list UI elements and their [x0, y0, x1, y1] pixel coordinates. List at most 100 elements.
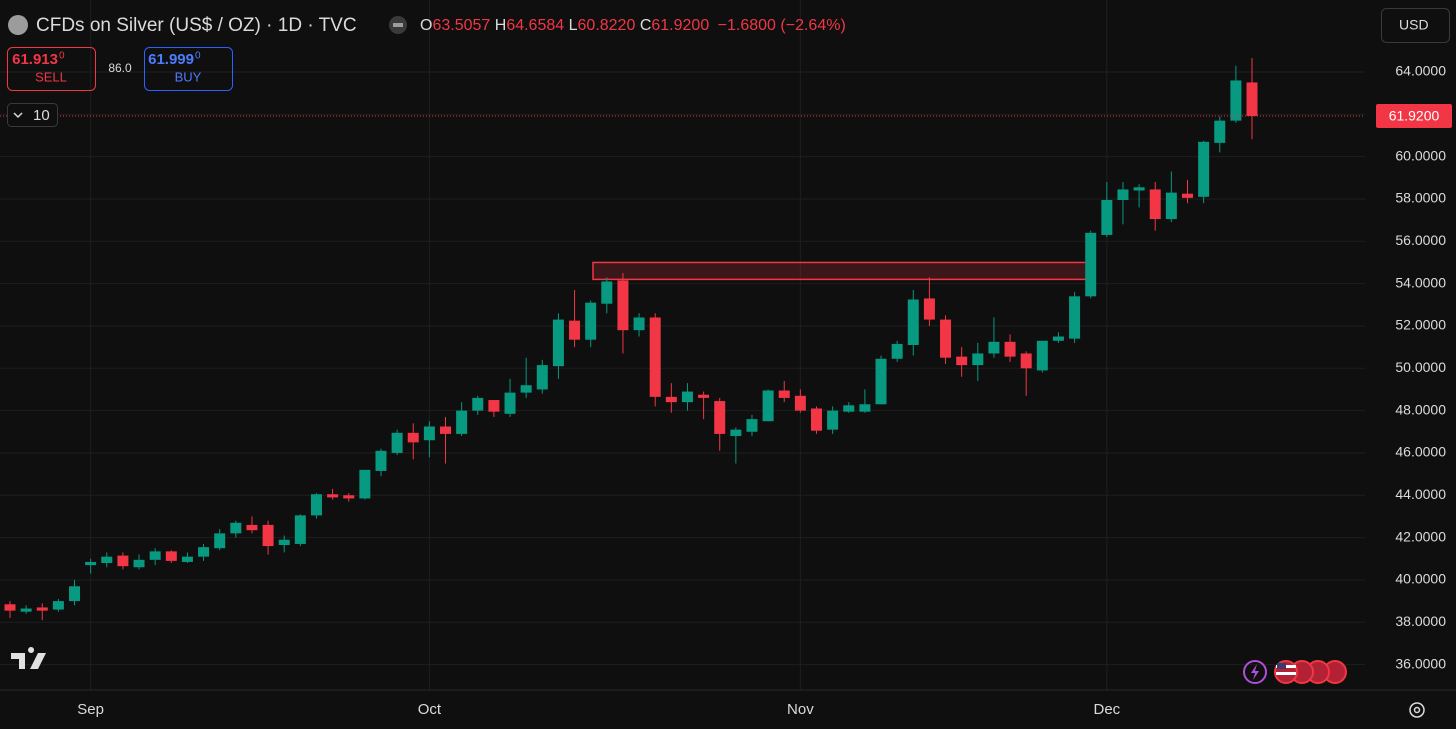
x-tick-label: Dec	[1093, 701, 1120, 718]
candle-body	[4, 604, 16, 611]
status-icon-bar	[393, 23, 403, 27]
candle-body	[778, 390, 790, 398]
candle-body	[1020, 353, 1032, 369]
buy-label: BUY	[175, 69, 202, 84]
candle-body	[649, 317, 661, 397]
sell-button[interactable]	[7, 47, 96, 91]
y-tick-label: 58.0000	[1395, 190, 1446, 206]
candle-body	[794, 395, 806, 411]
candle-body	[601, 281, 613, 304]
candle-body	[488, 400, 500, 412]
sell-price: 61.913	[12, 51, 58, 68]
candle-body	[278, 539, 290, 546]
last-price-badge	[1376, 103, 1452, 128]
candle-body	[375, 450, 387, 471]
buy-price-tail: 0	[195, 51, 201, 62]
candle-body	[940, 319, 952, 358]
o-label: O	[420, 17, 432, 34]
candle-body	[472, 397, 484, 411]
symbol-icon	[8, 15, 28, 35]
candle-body	[20, 608, 32, 612]
currency-button[interactable]	[1381, 8, 1450, 43]
y-tick-label: 48.0000	[1395, 401, 1446, 417]
settings-icon[interactable]	[1409, 702, 1425, 718]
candle-body	[875, 358, 887, 405]
candle-body	[907, 299, 919, 345]
quantity: 10	[33, 107, 50, 124]
candle-body	[310, 494, 322, 516]
candle-body	[36, 607, 48, 611]
buy-button[interactable]	[144, 47, 233, 91]
candle-body	[827, 410, 839, 430]
candle-body	[1181, 193, 1193, 198]
candle-body	[230, 522, 242, 534]
candle-body	[923, 298, 935, 320]
candle-body	[1052, 336, 1064, 341]
candle-body	[1117, 189, 1129, 201]
candle-body	[972, 353, 984, 366]
candle-body	[198, 547, 210, 557]
candle-body	[1230, 80, 1242, 121]
candle-body	[85, 561, 97, 566]
quantity-chevron	[13, 112, 23, 119]
candle-body	[1165, 192, 1177, 220]
plot	[0, 58, 1365, 621]
candle-body	[1004, 341, 1016, 357]
candle-body	[165, 551, 177, 561]
y-tick-label: 40.0000	[1395, 571, 1446, 587]
candle-body	[101, 556, 113, 564]
candle-body	[327, 494, 339, 498]
sell-label: SELL	[35, 69, 67, 84]
candle-body	[1085, 232, 1097, 297]
candle-body	[391, 432, 403, 453]
candle-body	[214, 533, 226, 549]
lightning-bolt	[1251, 664, 1259, 680]
candle-body	[617, 280, 629, 331]
flag-stripe	[1276, 672, 1296, 675]
y-tick-label: 36.0000	[1395, 655, 1446, 671]
h-label: H	[495, 17, 507, 34]
candle-body	[262, 524, 274, 547]
candle-body	[1214, 120, 1226, 143]
candle-body	[181, 556, 193, 562]
y-tick-label: 56.0000	[1395, 232, 1446, 248]
symbol-title: CFDs on Silver (US$ / OZ) · 1D · TVC	[36, 15, 357, 36]
x-tick-label: Oct	[418, 701, 442, 718]
candle-body	[681, 391, 693, 403]
candle-body	[633, 317, 645, 331]
candle-body	[891, 343, 903, 359]
o-value: 63.5057	[432, 17, 490, 34]
candle-body	[746, 419, 758, 432]
candle-body	[1133, 187, 1145, 191]
candle-body	[1198, 141, 1210, 197]
candle-body	[536, 365, 548, 390]
quantity-box[interactable]	[7, 103, 58, 127]
c-label: C	[640, 17, 652, 34]
candle-body	[440, 426, 452, 434]
y-tick-label: 60.0000	[1395, 147, 1446, 163]
y-tick-label: 42.0000	[1395, 528, 1446, 544]
y-tick-label: 44.0000	[1395, 486, 1446, 502]
candle-body	[133, 559, 145, 568]
l-label: L	[569, 17, 578, 34]
candle-body	[843, 405, 855, 412]
grid	[0, 0, 1365, 690]
candle-body	[988, 341, 1000, 354]
buy-price: 61.999	[148, 51, 194, 68]
h-value: 64.6584	[506, 17, 564, 34]
flags	[1274, 660, 1347, 684]
spread: 86.0	[108, 61, 132, 75]
candle-body	[520, 385, 532, 393]
last-price-label: 61.9200	[1389, 108, 1440, 124]
candle-body	[423, 426, 435, 441]
lightning-icon[interactable]	[1243, 660, 1267, 684]
candle-body	[117, 555, 129, 567]
candle-body	[1036, 340, 1048, 371]
candle-body	[714, 401, 726, 434]
candle-body	[1101, 200, 1113, 235]
candle-body	[698, 394, 710, 398]
zone	[592, 261, 1089, 281]
